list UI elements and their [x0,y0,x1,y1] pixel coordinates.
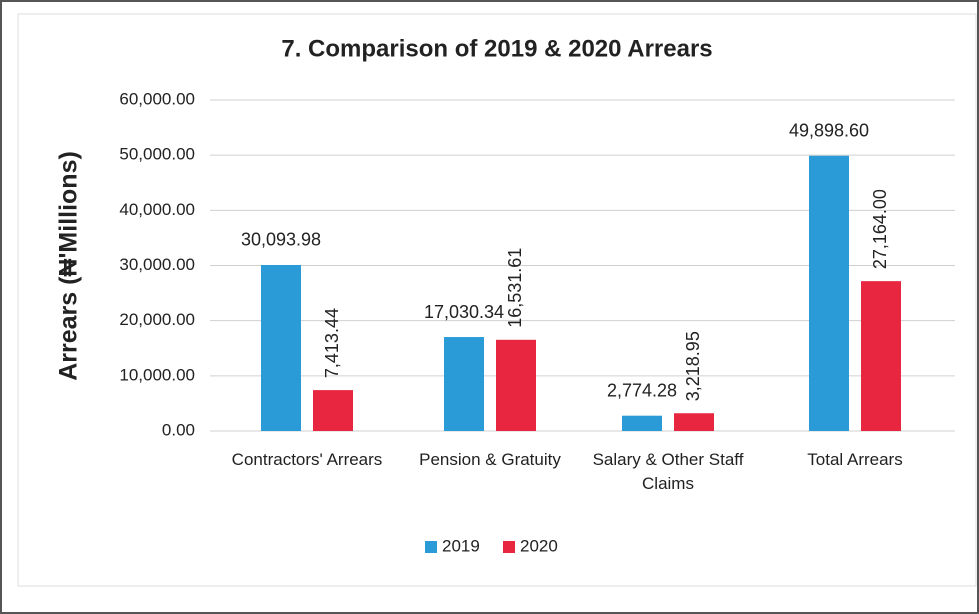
data-label: 7,413.44 [322,308,342,378]
bar [444,337,484,431]
y-tick-label: 50,000.00 [119,145,195,164]
x-tick-label-box: Contractors' Arrears [231,450,383,469]
bar [674,413,714,431]
data-label: 17,030.34 [424,302,504,322]
data-label: 3,218.95 [683,331,703,401]
data-label: 2,774.28 [607,380,677,400]
x-tick-label-box: Salary & Other Staff Claims [592,450,744,493]
y-tick-label: 10,000.00 [119,365,195,384]
y-tick-label: 60,000.00 [119,89,195,108]
bar [261,264,301,431]
bar [313,390,353,431]
legend-swatch [503,541,515,553]
data-label: 30,093.98 [241,230,321,250]
legend-label: 2019 [442,536,480,555]
y-axis-title: Arrears (₦'Millions) [55,151,83,381]
x-tick-label: Salary & Other Staff Claims [592,450,744,493]
y-tick-label: 30,000.00 [119,255,195,274]
x-tick-label: Contractors' Arrears [231,450,383,469]
bar [622,415,662,431]
y-tick-label: 40,000.00 [119,200,195,219]
x-tick-label: Pension & Gratuity [419,450,561,469]
data-label: 49,898.60 [789,120,869,140]
x-tick-label: Total Arrears [807,450,903,469]
data-label: 16,531.61 [505,248,525,328]
chart-title: 7. Comparison of 2019 & 2020 Arrears [281,35,712,62]
y-tick-label: 20,000.00 [119,310,195,329]
legend-label: 2020 [520,536,558,555]
bar [496,339,536,431]
x-tick-label-box: Pension & Gratuity [419,450,561,469]
data-label: 27,164.00 [870,189,890,269]
legend-swatch [425,541,437,553]
x-tick-label-box: Total Arrears [807,450,903,469]
bar [809,155,849,431]
y-tick-label: 0.00 [162,420,195,439]
bar [861,281,901,431]
